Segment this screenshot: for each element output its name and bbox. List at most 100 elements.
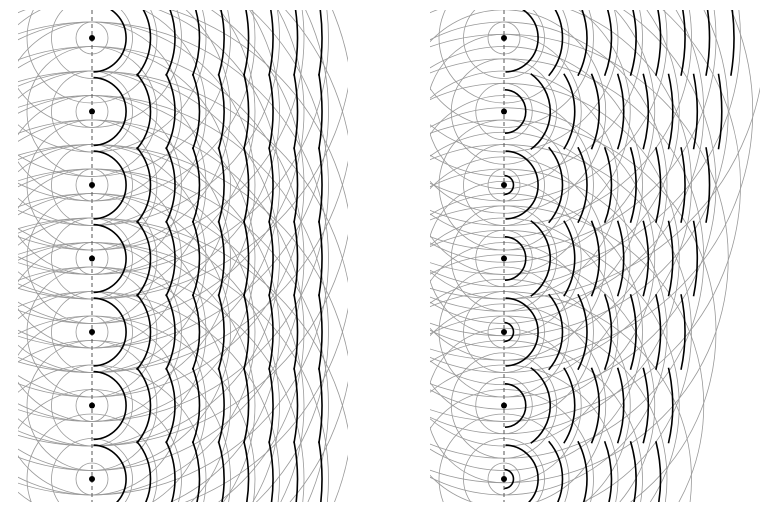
- wavefront-arc: [318, 294, 323, 370]
- wavefront-arc: [268, 147, 274, 223]
- wavefront-arc: [530, 367, 552, 444]
- wavefront-arc: [136, 293, 152, 371]
- wavefront-arc: [293, 73, 299, 150]
- wavefront-arc: [642, 367, 650, 444]
- wavefronts: [504, 10, 735, 502]
- wavefront-arc: [504, 382, 527, 429]
- wavefront-arc: [577, 440, 588, 502]
- wavefront-arc: [680, 294, 686, 370]
- wavefront-arc: [318, 73, 323, 150]
- wavefront-arc: [667, 220, 674, 297]
- wavelet-circle: [18, 46, 231, 324]
- wavefront-arc: [318, 147, 323, 223]
- wavefront-arc: [603, 146, 613, 224]
- source-points: [501, 35, 507, 482]
- wavefront-arc: [191, 440, 201, 502]
- wavelet-circle: [18, 119, 231, 398]
- wavefront-arc: [268, 10, 274, 76]
- wavefront-arc: [504, 88, 527, 135]
- wavefront-arc: [165, 440, 176, 502]
- wavelet-circle: [18, 95, 256, 422]
- wavefront-arc: [504, 235, 527, 282]
- wavefront-arc: [505, 150, 539, 220]
- wavefront-arc: [730, 10, 735, 76]
- wavefront-arc: [680, 10, 686, 76]
- wavefront-arc: [563, 367, 576, 444]
- panel-in-phase: [18, 10, 348, 502]
- wavefront-arc: [136, 440, 152, 502]
- source-point: [89, 255, 95, 262]
- source-point: [501, 402, 507, 409]
- wavefront-arc: [165, 73, 176, 150]
- wavefront-arc: [504, 174, 515, 196]
- wavelet-circle: [18, 168, 329, 502]
- wavelet-circle: [18, 217, 348, 431]
- wavefront-arc: [217, 147, 225, 223]
- wavelet-circle: [430, 10, 643, 177]
- wavefront-arc: [293, 10, 299, 76]
- source-points: [89, 35, 95, 482]
- wavefront-arc: [603, 440, 613, 502]
- wavelet-circle: [18, 266, 305, 502]
- wavefront-arc: [603, 10, 613, 77]
- wavelet-circle: [18, 10, 231, 177]
- wavefront-arc: [548, 293, 564, 371]
- wavefront-arc: [191, 10, 201, 77]
- wavefront-arc: [217, 220, 225, 297]
- wavefront-arc: [530, 220, 552, 297]
- wavelet-circle: [430, 119, 717, 502]
- source-point: [501, 329, 507, 335]
- source-point: [501, 255, 507, 262]
- wavefront-arc: [165, 146, 176, 224]
- wavefront-arc: [136, 10, 152, 77]
- wavefront-arc: [616, 73, 625, 150]
- wavefront-arc: [136, 146, 152, 224]
- wavefront-arc: [318, 367, 323, 444]
- wavefront-arc: [217, 367, 225, 444]
- wavefront-arc: [136, 73, 152, 150]
- wavefront-arc: [603, 293, 613, 371]
- wavefront-arc: [191, 146, 201, 224]
- wavefront-arc: [548, 10, 564, 77]
- source-point: [89, 476, 95, 482]
- wavefront-arc: [318, 441, 323, 502]
- wavelet-circle: [18, 119, 305, 502]
- wavefront-arc: [243, 73, 250, 150]
- wavefront-arc: [705, 147, 711, 223]
- wavefront-arc: [642, 73, 650, 150]
- wavelet-circle: [18, 10, 256, 275]
- wavelet-circle: [430, 315, 668, 502]
- wavefront-arc: [268, 367, 274, 444]
- wavefront-arc: [629, 147, 637, 223]
- wavefront-arc: [268, 441, 274, 502]
- wavefront-arc: [705, 10, 711, 76]
- wavelet-circle: [18, 193, 231, 471]
- wavefront-arc: [629, 294, 637, 370]
- wavefront-arc: [191, 73, 201, 150]
- wavefront-arc: [629, 441, 637, 502]
- wavelet-circle: [430, 10, 741, 422]
- wavefront-arc: [692, 73, 698, 150]
- wavefront-arc: [505, 444, 539, 502]
- wavelet-circle: [18, 242, 256, 502]
- wavelet-circle: [438, 413, 570, 502]
- wavefront-arc: [505, 297, 539, 367]
- wavefront-arc: [217, 73, 225, 150]
- wavefront-arc: [243, 220, 250, 297]
- wavefront-arc: [217, 10, 225, 76]
- wavefront-arc: [680, 147, 686, 223]
- wavelet-circle: [18, 86, 348, 300]
- wavefront-arc: [563, 73, 576, 150]
- wavefront-arc: [217, 441, 225, 502]
- wavefront-arc: [293, 147, 299, 223]
- wavefront-arc: [136, 367, 152, 444]
- wavefront-arc: [191, 293, 201, 371]
- wavefront-arc: [590, 220, 601, 297]
- wavefront-arc: [93, 223, 127, 294]
- wavelet-circle: [18, 70, 348, 502]
- source-point: [501, 182, 507, 188]
- wavefront-arc: [93, 370, 127, 441]
- wavefront-arc: [505, 10, 539, 73]
- wavefront-arc: [616, 220, 625, 297]
- wavelet-circle: [430, 303, 607, 502]
